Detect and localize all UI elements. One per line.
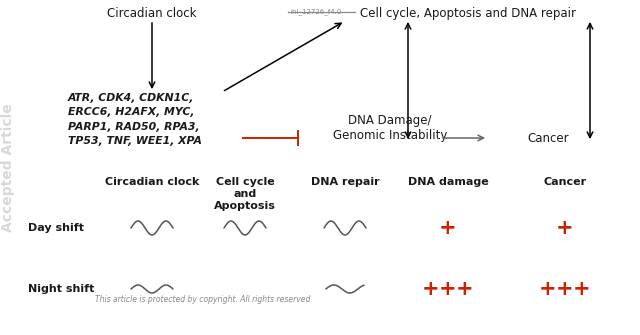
Text: +: +: [556, 279, 574, 299]
Text: +: +: [573, 279, 591, 299]
Text: +: +: [422, 279, 440, 299]
Text: Day shift: Day shift: [28, 223, 84, 233]
Text: DNA repair: DNA repair: [310, 177, 380, 187]
Text: Cell cycle, Apoptosis and DNA repair: Cell cycle, Apoptosis and DNA repair: [360, 7, 576, 20]
Text: Cell cycle
and
Apoptosis: Cell cycle and Apoptosis: [214, 177, 276, 211]
Text: Circadian clock: Circadian clock: [105, 177, 199, 187]
Text: Night shift: Night shift: [28, 284, 94, 294]
Text: +: +: [539, 279, 557, 299]
Text: DNA Damage/
Genomic Instability: DNA Damage/ Genomic Instability: [333, 114, 447, 142]
Text: Cancer: Cancer: [527, 132, 569, 144]
Text: +: +: [439, 218, 457, 238]
Text: Circadian clock: Circadian clock: [108, 7, 196, 20]
Text: Accepted Article: Accepted Article: [1, 103, 15, 232]
Text: This article is protected by copyright. All rights reserved: This article is protected by copyright. …: [95, 295, 310, 305]
Text: Cancer: Cancer: [543, 177, 587, 187]
Text: +: +: [456, 279, 474, 299]
Text: inl_12726_f4.0: inl_12726_f4.0: [290, 8, 341, 15]
Text: +: +: [556, 218, 574, 238]
Text: +: +: [439, 279, 457, 299]
Text: ATR, CDK4, CDKN1C,
ERCC6, H2AFX, MYC,
PARP1, RAD50, RPA3,
TP53, TNF, WEE1, XPA: ATR, CDK4, CDKN1C, ERCC6, H2AFX, MYC, PA…: [68, 93, 202, 146]
Text: DNA damage: DNA damage: [408, 177, 488, 187]
